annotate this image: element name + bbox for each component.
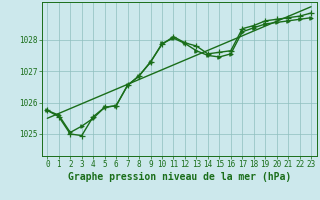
X-axis label: Graphe pression niveau de la mer (hPa): Graphe pression niveau de la mer (hPa) (68, 172, 291, 182)
